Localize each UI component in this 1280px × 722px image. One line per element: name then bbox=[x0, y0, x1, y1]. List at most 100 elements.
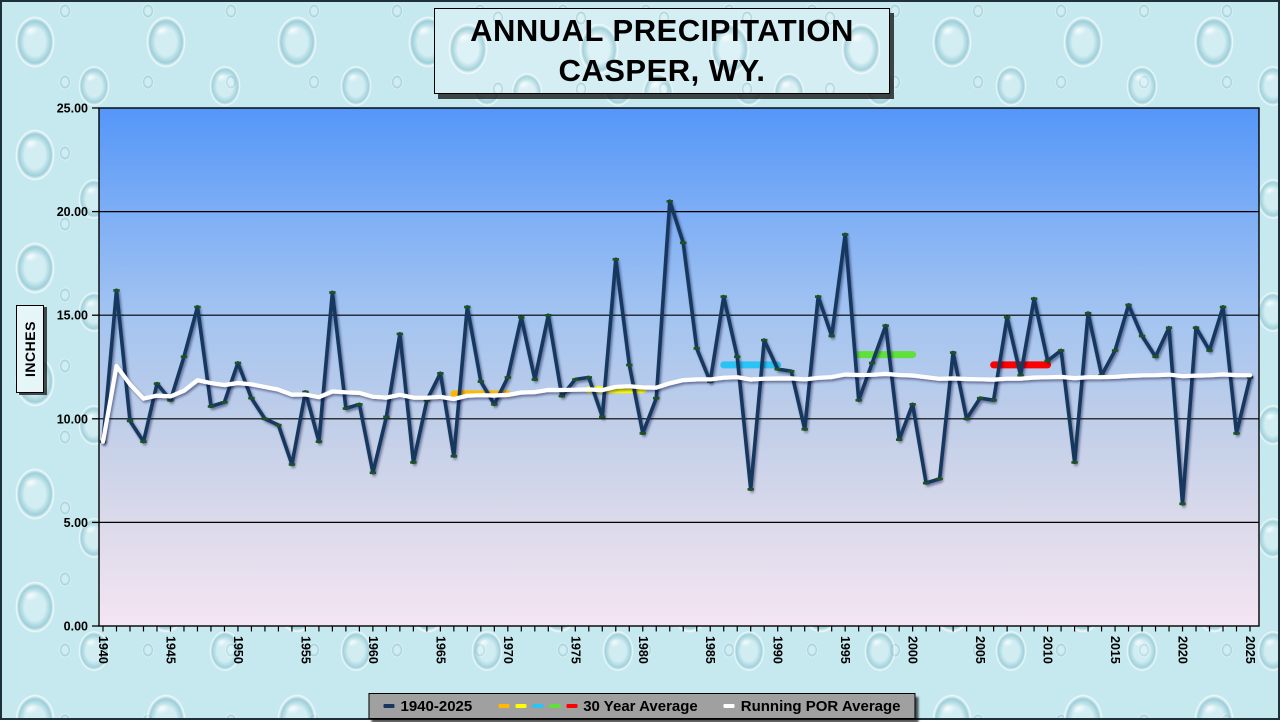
data-point-marker bbox=[315, 440, 323, 443]
data-point-marker bbox=[531, 378, 539, 381]
chart-title-box: ANNUAL PRECIPITATION CASPER, WY. bbox=[434, 8, 890, 94]
x-axis-tick-label: 1965 bbox=[433, 636, 447, 664]
data-point-marker bbox=[936, 477, 943, 481]
data-point-marker bbox=[1246, 376, 1254, 379]
data-point-marker bbox=[518, 316, 525, 319]
data-point-marker bbox=[1003, 316, 1011, 319]
x-axis-tick-label: 1950 bbox=[231, 636, 245, 664]
data-point-marker bbox=[585, 376, 592, 379]
data-point-marker bbox=[666, 200, 673, 203]
y-axis-tick-label: 0.00 bbox=[64, 620, 88, 634]
data-point-marker bbox=[761, 338, 768, 342]
x-axis-tick-label: 1980 bbox=[636, 636, 650, 664]
x-axis-tick-label: 1955 bbox=[298, 636, 312, 664]
data-point-marker bbox=[572, 378, 579, 381]
data-point-marker bbox=[1017, 374, 1024, 377]
data-point-marker bbox=[261, 417, 269, 421]
data-point-marker bbox=[194, 305, 201, 309]
x-axis-tick-label: 2015 bbox=[1108, 636, 1122, 664]
x-axis-tick-label: 1970 bbox=[501, 636, 515, 664]
data-point-marker bbox=[1044, 359, 1051, 363]
data-point-marker bbox=[612, 258, 619, 261]
data-point-marker bbox=[680, 241, 687, 245]
data-point-marker bbox=[558, 394, 565, 398]
data-point-marker bbox=[275, 423, 282, 427]
data-point-marker bbox=[464, 305, 471, 309]
data-point-marker bbox=[1152, 355, 1159, 359]
data-point-marker bbox=[693, 347, 700, 350]
data-point-marker bbox=[882, 324, 889, 327]
data-point-marker bbox=[207, 405, 215, 408]
data-point-marker bbox=[221, 401, 228, 404]
data-point-marker bbox=[504, 376, 512, 379]
y-axis-tick-label: 20.00 bbox=[57, 205, 88, 219]
data-point-marker bbox=[720, 295, 727, 298]
data-point-marker bbox=[801, 427, 808, 431]
data-point-marker bbox=[302, 390, 309, 394]
x-axis-tick-label: 2000 bbox=[906, 636, 920, 664]
legend: 1940-2025 30 Year Average Running POR Aver… bbox=[368, 693, 916, 719]
data-point-marker bbox=[868, 361, 876, 365]
data-point-marker bbox=[976, 396, 984, 400]
data-point-marker bbox=[545, 314, 552, 317]
legend-dash-icon bbox=[549, 704, 561, 708]
y-axis-tick-label: 15.00 bbox=[57, 309, 88, 323]
legend-item: 30 Year Average bbox=[498, 698, 698, 715]
data-point-marker bbox=[410, 461, 417, 464]
data-point-marker bbox=[747, 488, 754, 491]
chart-title-line2: CASPER, WY. bbox=[558, 53, 766, 88]
data-point-marker bbox=[1125, 303, 1132, 307]
data-point-marker bbox=[828, 334, 835, 338]
data-point-marker bbox=[599, 415, 606, 419]
legend-dash-icon bbox=[723, 704, 735, 708]
data-point-marker bbox=[949, 351, 957, 354]
data-point-marker bbox=[437, 372, 444, 375]
data-point-marker bbox=[153, 382, 161, 385]
legend-item: Running POR Average bbox=[723, 698, 901, 715]
legend-dash-icon bbox=[498, 704, 510, 708]
data-point-marker bbox=[1165, 326, 1173, 330]
x-axis-tick-label: 1990 bbox=[771, 636, 785, 664]
annual-precipitation-line bbox=[101, 199, 1252, 506]
data-point-marker bbox=[1111, 349, 1119, 352]
data-point-marker bbox=[1057, 349, 1065, 352]
data-point-marker bbox=[167, 398, 174, 402]
data-point-marker bbox=[1084, 311, 1092, 315]
legend-dash-icon bbox=[383, 704, 395, 708]
data-point-marker bbox=[248, 396, 255, 400]
data-point-marker bbox=[626, 363, 633, 367]
data-point-marker bbox=[855, 398, 862, 402]
data-point-marker bbox=[895, 438, 903, 441]
data-point-marker bbox=[450, 454, 458, 458]
chart-title-line1: ANNUAL PRECIPITATION bbox=[470, 13, 854, 49]
data-point-marker bbox=[734, 355, 741, 359]
data-point-marker bbox=[126, 419, 134, 423]
legend-dash-icon bbox=[532, 704, 544, 708]
x-axis-tick-label: 2010 bbox=[1041, 636, 1055, 664]
data-point-marker bbox=[909, 403, 916, 406]
x-axis-tick-label: 1945 bbox=[163, 636, 177, 664]
x-axis-tick-label: 2005 bbox=[973, 636, 987, 664]
plot-area bbox=[99, 108, 1259, 626]
data-point-marker bbox=[383, 415, 390, 419]
y-axis-title-box: INCHES bbox=[16, 305, 44, 393]
legend-dash-icon bbox=[566, 704, 578, 708]
data-point-marker bbox=[1233, 432, 1240, 435]
legend-dash-icon bbox=[515, 704, 527, 708]
data-point-marker bbox=[639, 432, 646, 435]
x-axis-tick-label: 1985 bbox=[703, 636, 717, 664]
data-point-marker bbox=[814, 295, 822, 298]
data-point-marker bbox=[423, 398, 431, 402]
running-por-average-line bbox=[100, 363, 1253, 444]
data-point-marker bbox=[140, 440, 147, 443]
y-axis-tick-label: 10.00 bbox=[57, 412, 88, 426]
data-point-marker bbox=[477, 380, 485, 383]
legend-item: 1940-2025 bbox=[383, 698, 472, 715]
data-point-marker bbox=[356, 403, 363, 406]
y-axis-title: INCHES bbox=[22, 321, 38, 377]
data-point-marker bbox=[329, 291, 336, 294]
data-point-marker bbox=[990, 398, 997, 402]
y-axis-tick-label: 25.00 bbox=[57, 102, 88, 116]
data-point-marker bbox=[788, 369, 795, 373]
